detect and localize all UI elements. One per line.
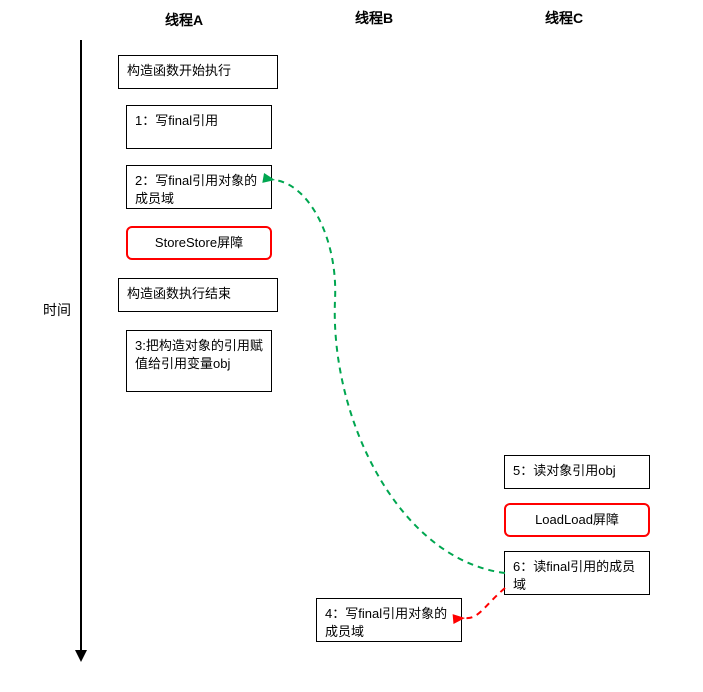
box-a-constructor-start: 构造函数开始执行 <box>118 55 278 89</box>
time-axis-arrow <box>80 40 82 660</box>
box-a-constructor-end: 构造函数执行结束 <box>118 278 278 312</box>
box-c-step5-read-obj: 5：读对象引用obj <box>504 455 650 489</box>
box-a-step2-write-final-field: 2：写final引用对象的成员域 <box>126 165 272 209</box>
box-a-storestore-barrier: StoreStore屏障 <box>126 226 272 260</box>
box-b-step4-write-final-field: 4：写final引用对象的成员域 <box>316 598 462 642</box>
header-thread-b: 线程B <box>355 8 393 28</box>
header-thread-c: 线程C <box>545 8 583 28</box>
time-label: 时间 <box>43 300 71 320</box>
box-c-step6-read-final-field: 6：读final引用的成员域 <box>504 551 650 595</box>
box-a-step3-assign-obj: 3:把构造对象的引用赋值给引用变量obj <box>126 330 272 392</box>
diagram-root: 线程A 线程B 线程C 时间 构造函数开始执行 1：写final引用 2：写fi… <box>0 0 703 692</box>
box-a-step1-write-final-ref: 1：写final引用 <box>126 105 272 149</box>
box-c-loadload-barrier: LoadLoad屏障 <box>504 503 650 537</box>
header-thread-a: 线程A <box>165 10 203 30</box>
